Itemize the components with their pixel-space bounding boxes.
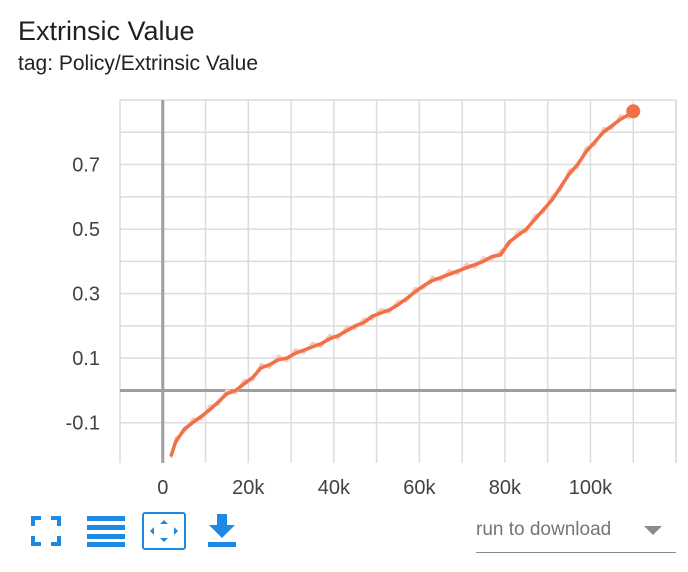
download-icon: [208, 514, 236, 547]
grid-lines: [119, 99, 677, 463]
download-button[interactable]: [198, 510, 246, 552]
chart-title: Extrinsic Value: [18, 16, 195, 46]
x-tick-label: 80k: [489, 477, 522, 499]
zero-axes: [120, 100, 676, 463]
x-tick-label: 60k: [403, 477, 436, 499]
fit-domain-button[interactable]: [142, 512, 186, 550]
x-tick-label: 0: [157, 477, 168, 499]
raw-series: [170, 106, 635, 459]
series-line: [169, 109, 635, 457]
smoothed-series: [169, 104, 641, 457]
x-tick-labels: 0 20k 40k 60k 80k 100k: [157, 477, 613, 499]
y-tick-label: 0.7: [72, 155, 100, 177]
last-point-marker: [626, 104, 641, 119]
line-chart[interactable]: -0.1 0.1 0.3 0.5 0.7 0 20k 40k 60k 80k 100k: [0, 0, 688, 505]
download-run-select[interactable]: run to download: [476, 514, 676, 553]
toggle-y-log-icon: [87, 516, 125, 547]
chart-toolbar: [22, 510, 258, 552]
raw-series-line: [170, 106, 635, 459]
y-tick-label: 0.3: [72, 284, 100, 306]
x-tick-label: 20k: [232, 477, 265, 499]
x-tick-label: 100k: [569, 477, 613, 499]
x-tick-label: 40k: [318, 477, 351, 499]
y-tick-label: 0.5: [72, 219, 100, 241]
toggle-log-scale-button[interactable]: [82, 510, 130, 552]
y-tick-label: -0.1: [66, 413, 100, 435]
chevron-down-icon: [644, 526, 662, 535]
fit-domain-icon: [150, 520, 178, 542]
fullscreen-button[interactable]: [22, 510, 70, 552]
y-tick-labels: -0.1 0.1 0.3 0.5 0.7: [66, 155, 100, 435]
fullscreen-icon: [31, 516, 61, 546]
download-select-label: run to download: [476, 519, 612, 540]
chart-tag-subtitle: tag: Policy/Extrinsic Value: [18, 52, 259, 75]
y-tick-label: 0.1: [72, 348, 100, 370]
